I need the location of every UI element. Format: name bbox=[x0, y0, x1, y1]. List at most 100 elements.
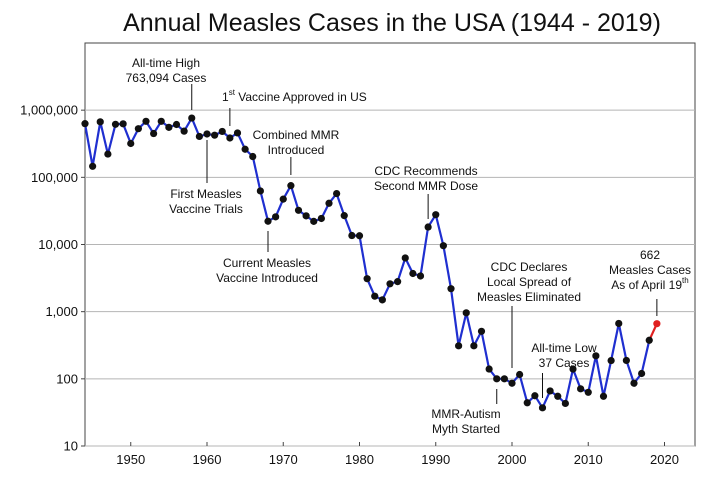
y-tick-label: 10 bbox=[64, 439, 78, 454]
y-tick-label: 1,000 bbox=[45, 304, 78, 319]
annotation-text: 662 Measles Cases As of April 19th bbox=[609, 248, 691, 292]
data-point bbox=[538, 404, 547, 412]
data-point bbox=[241, 145, 249, 153]
data-point bbox=[127, 139, 135, 148]
x-tick-label: 1990 bbox=[421, 452, 450, 467]
annotation-text: All-time Low 37 Cases bbox=[531, 341, 597, 370]
data-point bbox=[386, 280, 394, 288]
annotation-combined-mmr: Combined MMR Introduced bbox=[253, 128, 340, 175]
data-point bbox=[371, 292, 379, 300]
data-point bbox=[157, 117, 165, 125]
data-point bbox=[104, 150, 112, 158]
data-point bbox=[111, 120, 120, 128]
data-point bbox=[470, 342, 478, 350]
data-point bbox=[409, 269, 417, 278]
data-point bbox=[622, 356, 630, 365]
data-point bbox=[630, 379, 638, 387]
data-point bbox=[462, 309, 470, 317]
data-point bbox=[493, 375, 501, 383]
data-point bbox=[81, 120, 89, 128]
y-tick-label: 10,000 bbox=[38, 237, 78, 252]
data-point bbox=[447, 285, 455, 293]
data-point bbox=[416, 272, 425, 280]
data-point bbox=[531, 392, 539, 400]
data-point bbox=[264, 217, 272, 225]
annotation-text: 1st Vaccine Approved in US bbox=[222, 88, 367, 104]
data-point bbox=[279, 195, 287, 203]
data-point bbox=[310, 217, 318, 225]
data-point bbox=[584, 388, 592, 396]
x-tick-label: 1970 bbox=[269, 452, 298, 467]
data-point bbox=[378, 296, 386, 304]
data-point bbox=[477, 327, 486, 335]
annotation-mmr-autism: MMR-Autism Myth Started bbox=[431, 389, 501, 436]
data-point bbox=[432, 211, 440, 219]
data-point bbox=[485, 365, 493, 373]
annotation-text: CDC Recommends Second MMR Dose bbox=[374, 164, 478, 193]
data-point bbox=[134, 125, 142, 133]
annotation-cdc-eliminated: CDC Declares Local Spread of Measles Elimi… bbox=[477, 260, 581, 368]
data-point bbox=[188, 114, 196, 122]
data-point bbox=[599, 392, 608, 400]
gridlines bbox=[85, 109, 695, 447]
annotation-first-vaccine: 1st Vaccine Approved in US bbox=[222, 88, 367, 126]
annotation-text: Combined MMR Introduced bbox=[253, 128, 340, 157]
data-point bbox=[607, 356, 615, 365]
y-tick-label: 100,000 bbox=[31, 170, 78, 185]
data-point bbox=[119, 120, 127, 128]
data-point bbox=[424, 223, 432, 231]
y-tick-label: 100 bbox=[56, 371, 78, 386]
x-tick-label: 2010 bbox=[574, 452, 603, 467]
annotation-cdc-second-dose: CDC Recommends Second MMR Dose bbox=[374, 164, 478, 219]
data-point bbox=[287, 182, 295, 190]
data-point bbox=[256, 187, 264, 195]
data-point bbox=[226, 134, 234, 142]
data-point bbox=[401, 254, 409, 262]
data-point bbox=[500, 375, 508, 383]
annotation-current-vaccine: Current Measles Vaccine Introduced bbox=[216, 231, 318, 285]
data-point bbox=[546, 387, 554, 395]
data-point bbox=[142, 117, 150, 125]
data-point bbox=[455, 342, 463, 350]
data-points bbox=[81, 114, 661, 412]
data-point bbox=[355, 232, 364, 240]
data-point bbox=[302, 212, 310, 220]
data-point bbox=[195, 132, 203, 141]
axes: 10 100 1,000 10,000 100,000 1,000,000 1950 1960… bbox=[20, 103, 679, 467]
annotation-text: First Measles Vaccine Trials bbox=[169, 187, 243, 216]
annotation-text: Current Measles Vaccine Introduced bbox=[216, 256, 318, 285]
data-point bbox=[569, 365, 577, 373]
data-point bbox=[294, 206, 303, 214]
data-point bbox=[561, 399, 569, 408]
data-point bbox=[523, 399, 531, 407]
x-tick-label: 1980 bbox=[345, 452, 374, 467]
data-point bbox=[180, 127, 188, 135]
data-point bbox=[233, 129, 242, 137]
data-point bbox=[333, 189, 341, 198]
y-tick-label: 1,000,000 bbox=[20, 103, 78, 118]
x-tick-label: 2000 bbox=[498, 452, 527, 467]
x-tick-label: 2020 bbox=[650, 452, 679, 467]
data-point bbox=[150, 129, 158, 138]
data-point bbox=[165, 123, 173, 131]
data-point bbox=[218, 127, 226, 136]
data-point bbox=[317, 214, 325, 223]
data-point bbox=[172, 120, 181, 129]
data-point bbox=[96, 118, 104, 126]
data-point bbox=[203, 130, 211, 138]
data-point bbox=[394, 278, 402, 286]
data-point bbox=[439, 242, 447, 250]
data-point bbox=[592, 352, 600, 360]
data-point bbox=[363, 275, 371, 283]
data-point bbox=[554, 392, 562, 400]
annotation-text: All-time High 763,094 Cases bbox=[126, 56, 207, 85]
chart-title: Annual Measles Cases in the USA (1944 - … bbox=[123, 9, 661, 37]
annotation-all-time-high: All-time High 763,094 Cases bbox=[126, 56, 207, 110]
data-point bbox=[340, 212, 348, 220]
data-point bbox=[615, 319, 623, 328]
annotation-text: MMR-Autism Myth Started bbox=[431, 407, 500, 436]
data-point bbox=[516, 370, 524, 379]
data-point bbox=[249, 152, 257, 161]
